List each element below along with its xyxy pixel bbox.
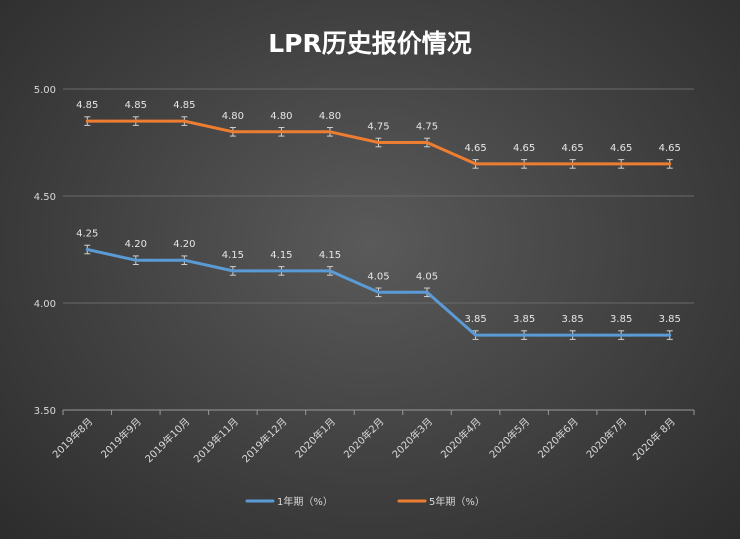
x-tick-label: 2020年 8月 bbox=[630, 415, 678, 463]
data-label: 3.85 bbox=[513, 314, 535, 325]
data-label: 4.15 bbox=[270, 250, 292, 261]
data-label: 4.75 bbox=[416, 122, 438, 133]
legend-label-5y: 5年期（%） bbox=[429, 495, 485, 508]
x-tick-label: 2020年7月 bbox=[583, 415, 629, 461]
data-label: 4.05 bbox=[416, 271, 438, 282]
chart-title: LPR历史报价情况 bbox=[268, 29, 472, 58]
data-label: 4.85 bbox=[173, 100, 195, 111]
y-tick-label: 4.50 bbox=[34, 192, 56, 203]
x-tick-label: 2020年4月 bbox=[438, 415, 484, 461]
data-label: 4.20 bbox=[125, 239, 147, 250]
data-label: 3.85 bbox=[562, 314, 584, 325]
x-tick-label: 2019年10月 bbox=[142, 415, 192, 465]
data-label: 4.65 bbox=[610, 143, 632, 154]
y-tick-label: 3.50 bbox=[34, 406, 56, 417]
data-label: 4.80 bbox=[222, 111, 244, 122]
data-label: 4.65 bbox=[659, 143, 681, 154]
data-label: 4.65 bbox=[464, 143, 486, 154]
data-label: 3.85 bbox=[610, 314, 632, 325]
x-tick-label: 2019年8月 bbox=[50, 415, 96, 461]
x-tick-label: 2020年5月 bbox=[486, 415, 532, 461]
data-label: 4.65 bbox=[562, 143, 584, 154]
x-tick-label: 2019年11月 bbox=[191, 415, 241, 465]
x-tick-label: 2019年12月 bbox=[239, 415, 289, 465]
y-tick-label: 4.00 bbox=[34, 299, 56, 310]
data-label: 3.85 bbox=[659, 314, 681, 325]
data-label: 4.80 bbox=[319, 111, 341, 122]
data-label: 4.15 bbox=[319, 250, 341, 261]
y-tick-label: 5.00 bbox=[34, 85, 56, 96]
data-label: 4.85 bbox=[76, 100, 98, 111]
data-label: 3.85 bbox=[464, 314, 486, 325]
data-label: 4.25 bbox=[76, 229, 98, 240]
x-tick-label: 2020年6月 bbox=[535, 415, 581, 461]
data-label: 4.85 bbox=[125, 100, 147, 111]
x-tick-label: 2020年2月 bbox=[341, 415, 387, 461]
data-label: 4.15 bbox=[222, 250, 244, 261]
data-label: 4.05 bbox=[367, 271, 389, 282]
x-tick-label: 2020年1月 bbox=[292, 415, 338, 461]
data-label: 4.80 bbox=[270, 111, 292, 122]
x-tick-label: 2020年3月 bbox=[389, 415, 435, 461]
data-label: 4.65 bbox=[513, 143, 535, 154]
series-line-5y bbox=[85, 119, 672, 166]
data-label: 4.75 bbox=[367, 122, 389, 133]
series-line-1y bbox=[85, 248, 672, 337]
data-label: 4.20 bbox=[173, 239, 195, 250]
x-tick-label: 2019年9月 bbox=[98, 415, 144, 461]
legend-label-1y: 1年期（%） bbox=[277, 495, 333, 508]
